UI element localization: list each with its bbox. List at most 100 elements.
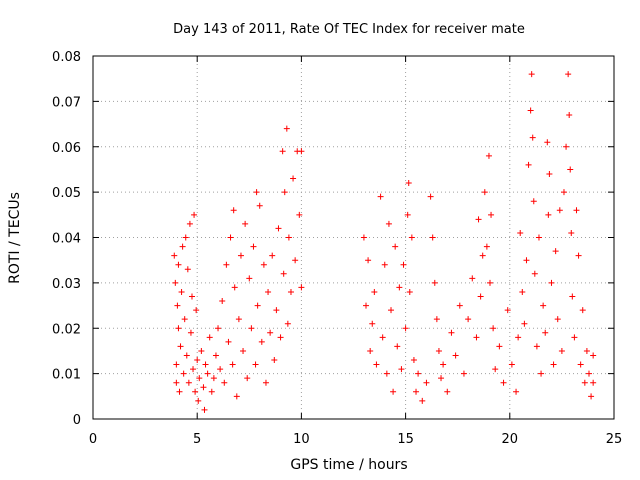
data-point bbox=[569, 293, 576, 300]
data-point bbox=[246, 275, 253, 282]
data-point bbox=[188, 293, 195, 300]
chart-title: Day 143 of 2011, Rate Of TEC Index for r… bbox=[173, 22, 525, 37]
x-axis-label: GPS time / hours bbox=[290, 457, 407, 473]
data-point bbox=[475, 216, 482, 223]
data-point bbox=[265, 288, 272, 295]
data-point bbox=[230, 207, 237, 214]
y-tick-label: 0.05 bbox=[52, 186, 81, 201]
data-point bbox=[408, 234, 415, 241]
data-point bbox=[223, 261, 230, 268]
data-point bbox=[519, 288, 526, 295]
data-point bbox=[394, 343, 401, 350]
data-point bbox=[184, 266, 191, 273]
data-point bbox=[465, 316, 472, 323]
data-point bbox=[542, 329, 549, 336]
data-point bbox=[171, 252, 178, 259]
data-point bbox=[212, 352, 219, 359]
data-point bbox=[485, 152, 492, 159]
data-point bbox=[275, 225, 282, 232]
data-point bbox=[254, 302, 261, 309]
data-point bbox=[444, 388, 451, 395]
data-point bbox=[219, 298, 226, 305]
data-point bbox=[404, 211, 411, 218]
tick-marks bbox=[92, 55, 615, 420]
data-point bbox=[173, 379, 180, 386]
data-point bbox=[530, 198, 537, 205]
data-point bbox=[298, 148, 305, 155]
data-point bbox=[556, 207, 563, 214]
data-point bbox=[571, 334, 578, 341]
data-point bbox=[385, 220, 392, 227]
data-point bbox=[483, 243, 490, 250]
data-point bbox=[567, 166, 574, 173]
x-tick-label: 10 bbox=[293, 432, 310, 447]
data-point bbox=[565, 71, 572, 78]
data-point bbox=[575, 252, 582, 259]
data-point bbox=[283, 125, 290, 132]
x-tick-label: 0 bbox=[89, 432, 97, 447]
data-point bbox=[180, 370, 187, 377]
data-point bbox=[410, 357, 417, 364]
data-point bbox=[248, 325, 255, 332]
data-point bbox=[402, 325, 409, 332]
x-tick-label: 20 bbox=[502, 432, 519, 447]
data-point bbox=[369, 320, 376, 327]
data-point bbox=[225, 338, 232, 345]
data-point bbox=[196, 375, 203, 382]
data-point bbox=[290, 175, 297, 182]
data-point bbox=[479, 252, 486, 259]
data-point bbox=[373, 361, 380, 368]
data-point bbox=[438, 375, 445, 382]
data-point bbox=[271, 357, 278, 364]
data-point bbox=[568, 229, 575, 236]
data-point bbox=[176, 388, 183, 395]
data-point bbox=[363, 302, 370, 309]
data-point bbox=[528, 71, 535, 78]
data-point bbox=[267, 329, 274, 336]
data-point bbox=[360, 234, 367, 241]
data-point bbox=[365, 257, 372, 264]
data-point bbox=[487, 279, 494, 286]
x-tick-label: 15 bbox=[397, 432, 414, 447]
data-point bbox=[546, 170, 553, 177]
data-point bbox=[377, 193, 384, 200]
data-point bbox=[250, 243, 257, 250]
data-point bbox=[285, 234, 292, 241]
data-point bbox=[583, 347, 590, 354]
y-tick-label: 0.04 bbox=[52, 232, 81, 247]
scatter-points bbox=[171, 71, 597, 413]
data-point bbox=[388, 307, 395, 314]
data-point bbox=[280, 270, 287, 277]
x-tick-label: 25 bbox=[606, 432, 623, 447]
data-point bbox=[500, 379, 507, 386]
data-point bbox=[179, 243, 186, 250]
data-point bbox=[256, 202, 263, 209]
data-point bbox=[396, 284, 403, 291]
data-point bbox=[590, 379, 597, 386]
data-point bbox=[244, 375, 251, 382]
data-point bbox=[381, 261, 388, 268]
data-point bbox=[460, 370, 467, 377]
data-point bbox=[456, 302, 463, 309]
data-point bbox=[523, 257, 530, 264]
data-point bbox=[233, 393, 240, 400]
data-point bbox=[231, 284, 238, 291]
data-point bbox=[242, 220, 249, 227]
data-point bbox=[538, 370, 545, 377]
data-point bbox=[252, 361, 259, 368]
axes: 0 5 10 15 20 25 0 0.01 0.02 0.03 0.04 0.05 0.06 0.07 0… bbox=[52, 50, 622, 447]
data-point bbox=[492, 366, 499, 373]
y-tick-label: 0.03 bbox=[52, 277, 81, 292]
data-point bbox=[552, 248, 559, 255]
data-point bbox=[405, 180, 412, 187]
data-point bbox=[448, 329, 455, 336]
data-point bbox=[413, 388, 420, 395]
data-point bbox=[262, 379, 269, 386]
data-point bbox=[473, 334, 480, 341]
data-point bbox=[558, 347, 565, 354]
data-point bbox=[415, 370, 422, 377]
data-point bbox=[550, 361, 557, 368]
data-point bbox=[202, 361, 209, 368]
data-point bbox=[185, 379, 192, 386]
data-point bbox=[279, 148, 286, 155]
